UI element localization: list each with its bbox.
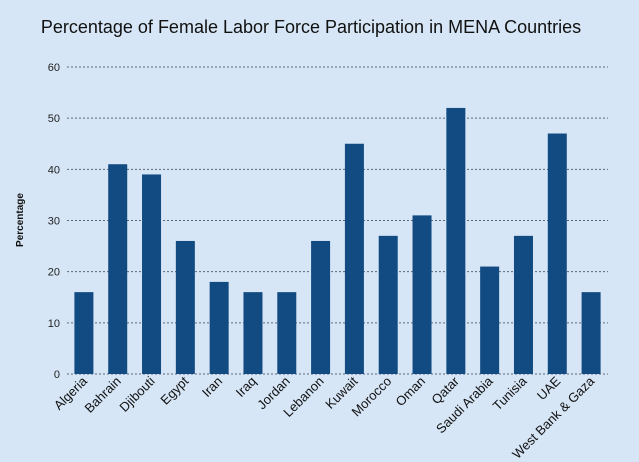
bar-tunisia [513,235,533,374]
bar-jordan [277,292,297,374]
bar-egypt [175,240,195,374]
x-tick-label: Djibouti [116,373,157,414]
x-tick-label: Tunisia [490,373,530,413]
x-tick-label: Oman [393,374,429,410]
bar-lebanon [311,240,331,374]
chart-title: Percentage of Female Labor Force Partici… [41,17,581,37]
x-tick-label: UAE [534,373,564,403]
bar-uae [547,133,567,374]
y-tick-label: 30 [48,216,60,228]
bar-algeria [74,292,94,374]
bar-djibouti [142,174,162,374]
bar-iraq [243,292,263,374]
x-tick-label: Iran [199,374,225,400]
y-tick-label: 20 [48,267,60,279]
y-tick-label: 60 [48,62,60,74]
x-tick-label: Egypt [157,373,191,407]
y-axis-label: Percentage [15,193,26,247]
y-tick-label: 10 [48,318,60,330]
x-tick-label: Iraq [233,374,259,400]
bar-saudi-arabia [480,266,500,374]
bar-iran [209,281,229,374]
bar-kuwait [344,143,364,374]
bars [74,107,601,374]
y-tick-label: 0 [54,369,60,381]
y-tick-label: 50 [48,113,60,125]
bar-west-bank-gaza [581,292,601,374]
bar-bahrain [108,164,128,374]
bar-qatar [446,107,466,374]
x-tick-label: Bahrain [82,374,124,416]
bar-morocco [378,235,398,374]
bar-oman [412,215,432,374]
y-tick-label: 40 [48,164,60,176]
y-axis-ticks: 0 10 20 30 40 50 60 [48,62,60,381]
